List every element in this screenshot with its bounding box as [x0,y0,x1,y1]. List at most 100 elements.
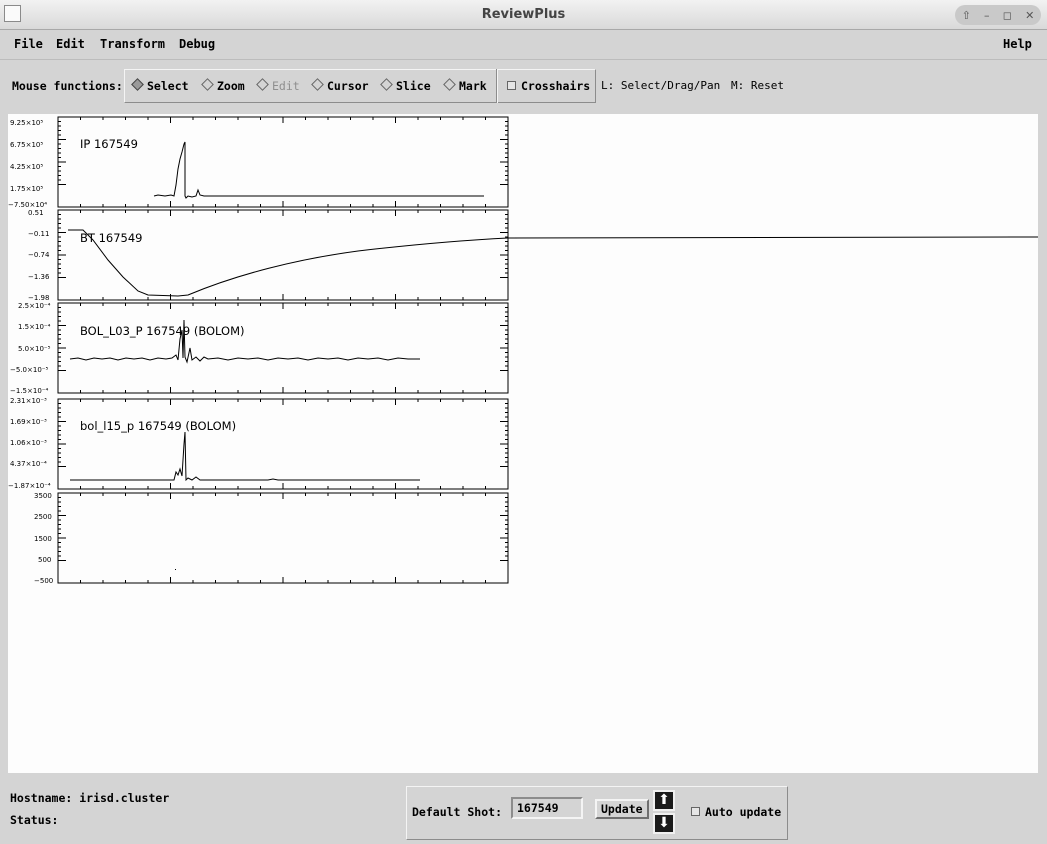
ytick-label: −1.98 [28,294,49,302]
ytick-label: 4.25×10⁵ [10,163,43,171]
auto-update-label: Auto update [705,805,782,819]
plots-svg[interactable]: 9.25×10⁵ 6.75×10⁵ 4.25×10⁵ 1.75×10⁵ −7.5… [8,114,1039,773]
plot-panel-bt[interactable]: 0.51 −0.11 −0.74 −1.36 −1.98 BT 167549 [28,209,1039,302]
ytick-label: 2.31×10⁻³ [10,397,47,405]
maximize-icon[interactable]: ◻ [1002,8,1012,22]
mode-edit-label: Edit [272,79,300,93]
ytick-label: 3500 [34,492,52,500]
shot-decrement-icon[interactable]: ⬇ [653,813,675,834]
update-button[interactable]: Update [595,799,649,819]
plot-label: BT 167549 [80,231,142,245]
crosshairs-checkbox[interactable]: Crosshairs [507,79,590,93]
default-shot-input[interactable] [511,797,583,819]
ytick-label: −7.50×10⁴ [8,201,47,209]
mode-slice-label: Slice [396,79,431,93]
checkbox-icon [691,807,700,816]
title-bar: ReviewPlus ⇧ – ◻ ✕ [0,0,1047,30]
left-button-hint: L: Select/Drag/Pan [601,79,721,92]
menu-bar: File Edit Transform Debug Help [0,30,1047,60]
plot-frame [57,116,509,208]
mode-mark-label: Mark [459,79,487,93]
minimize-icon[interactable]: – [984,8,990,22]
plot-frame [57,398,509,490]
ytick-label: 4.37×10⁻⁴ [10,460,47,468]
ytick-label: 2.5×10⁻⁴ [18,302,51,310]
bol-l15-trace [70,431,420,482]
menu-help[interactable]: Help [1003,37,1032,51]
plot-frame [57,492,509,584]
menu-debug[interactable]: Debug [179,37,216,51]
bol-l03-trace [69,319,420,364]
window-title: ReviewPlus [481,7,566,22]
radio-icon [256,78,269,91]
ytick-label: 9.25×10⁵ [10,119,43,127]
radio-selected-icon [131,78,144,91]
plot-panel-empty[interactable]: 3500 2500 1500 500 −500 [34,492,509,585]
default-shot-label: Default Shot: [412,805,503,819]
ytick-label: 5.0×10⁻⁵ [18,345,51,353]
mode-cursor-radio[interactable]: Cursor [311,78,369,93]
plot-panel-ip[interactable]: 9.25×10⁵ 6.75×10⁵ 4.25×10⁵ 1.75×10⁵ −7.5… [8,116,509,209]
window-menu-icon[interactable] [4,5,21,22]
plot-panel-bol-l03[interactable]: 2.5×10⁻⁴ 1.5×10⁻⁴ 5.0×10⁻⁵ −5.0×10⁻⁵ −1.… [10,302,509,395]
shot-increment-icon[interactable]: ⬆ [653,790,675,811]
plot-ticks [57,492,509,584]
status-label: Status: [10,813,59,827]
plot-canvas[interactable]: 9.25×10⁵ 6.75×10⁵ 4.25×10⁵ 1.75×10⁵ −7.5… [8,114,1039,773]
ytick-label: −0.11 [28,230,49,238]
window-controls: ⇧ – ◻ ✕ [955,5,1041,25]
plot-ticks [57,302,509,394]
mode-select-radio[interactable]: Select [131,78,189,93]
auto-update-checkbox[interactable]: Auto update [691,805,781,819]
mode-slice-radio[interactable]: Slice [380,78,431,93]
ytick-label: −0.74 [28,251,50,259]
mode-zoom-label: Zoom [217,79,245,93]
checkbox-icon [507,81,516,90]
plot-frame [57,302,509,394]
crosshairs-label: Crosshairs [521,79,591,93]
plot-panel-bol-l15[interactable]: 2.31×10⁻³ 1.69×10⁻³ 1.06×10⁻³ 4.37×10⁻⁴ … [8,397,509,490]
shade-icon[interactable]: ⇧ [961,8,971,22]
ytick-label: −1.36 [28,273,50,281]
plot-label: bol_l15_p 167549 (BOLOM) [80,419,236,433]
ytick-label: 1.75×10⁵ [10,185,43,193]
radio-icon [380,78,393,91]
mode-edit-radio: Edit [256,78,300,93]
ip-trace [153,141,484,199]
close-icon[interactable]: ✕ [1025,8,1035,22]
plot-frame [57,209,509,301]
ytick-label: −1.5×10⁻⁴ [10,387,48,395]
ytick-label: 1.5×10⁻⁴ [18,323,51,331]
menu-edit[interactable]: Edit [56,37,85,51]
ytick-label: 6.75×10⁵ [10,141,43,149]
mode-select-label: Select [147,79,189,93]
mode-mark-radio[interactable]: Mark [443,78,487,93]
menu-transform[interactable]: Transform [100,37,166,51]
ytick-label: 2500 [34,513,52,521]
plot-label: BOL_L03_P 167549 (BOLOM) [80,324,245,338]
radio-icon [311,78,324,91]
ytick-label: 500 [38,556,51,564]
menu-file[interactable]: File [14,37,43,51]
mode-cursor-label: Cursor [327,79,369,93]
ytick-label: 1500 [34,535,52,543]
mode-zoom-radio[interactable]: Zoom [201,78,245,93]
ytick-label: −1.87×10⁻⁴ [8,482,51,490]
data-point [175,569,176,570]
ytick-label: −500 [34,577,53,585]
plot-ticks [57,116,509,208]
toolbar-divider [496,69,497,103]
default-shot-panel: Default Shot: Update ⬆ ⬇ Auto update [406,786,788,840]
middle-button-hint: M: Reset [731,79,784,92]
mouse-functions-toolbar: Mouse functions: Select Zoom Edit Cursor… [0,61,1047,111]
ytick-label: 1.69×10⁻³ [10,418,47,426]
ytick-label: −5.0×10⁻⁵ [10,366,48,374]
status-area: Hostname: irisd.cluster Status: Default … [0,774,1047,844]
bt-trace [68,229,1039,297]
ytick-label: 0.51 [28,209,44,217]
hostname-label: Hostname: irisd.cluster [10,791,170,805]
plot-ticks [57,398,509,490]
plot-label: IP 167549 [80,137,138,151]
mouse-functions-label: Mouse functions: [12,79,123,93]
ytick-label: 1.06×10⁻³ [10,439,47,447]
